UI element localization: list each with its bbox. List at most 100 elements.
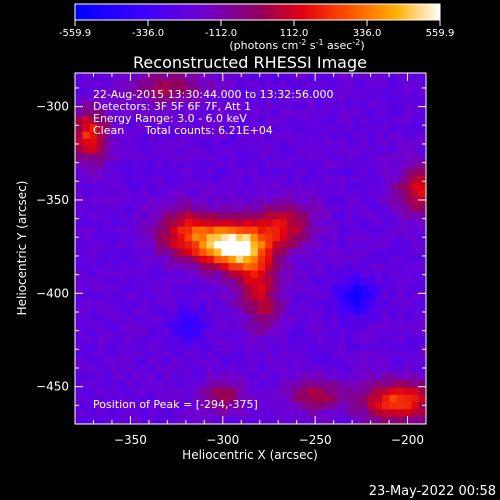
heatmap-cell [330, 124, 339, 133]
heatmap-cell [404, 263, 412, 272]
heatmap-cell [272, 394, 281, 403]
heatmap-cell [345, 372, 354, 381]
heatmap-cell [170, 372, 178, 381]
heatmap-cell [75, 358, 83, 367]
heatmap-cell [367, 241, 376, 250]
heatmap-cell [345, 219, 354, 228]
heatmap-cell [82, 285, 91, 293]
heatmap-cell [192, 336, 200, 345]
heatmap-cell [140, 380, 149, 389]
heatmap-cell [243, 138, 252, 147]
heatmap-cell [243, 182, 252, 191]
heatmap-cell [184, 153, 193, 162]
heatmap-cell [301, 219, 310, 228]
heatmap-cell [265, 394, 274, 403]
heatmap-cell [287, 255, 295, 264]
heatmap-cell [75, 109, 83, 118]
heatmap-cell [345, 336, 354, 345]
heatmap-cell [352, 358, 361, 367]
heatmap-cell [316, 270, 325, 279]
heatmap-cell [199, 153, 208, 162]
heatmap-cell [133, 409, 142, 418]
heatmap-cell [294, 299, 303, 308]
heatmap-cell [330, 394, 339, 403]
heatmap-cell [374, 182, 383, 191]
heatmap-cell [75, 211, 83, 220]
heatmap-cell [265, 182, 274, 191]
heatmap-cell [184, 131, 193, 140]
heatmap-cell [111, 190, 120, 198]
heatmap-cell [367, 314, 376, 323]
heatmap-cell [374, 285, 383, 293]
heatmap-cell [184, 343, 193, 352]
heatmap-cell [287, 175, 295, 184]
heatmap-cell [192, 277, 200, 286]
heatmap-cell [82, 263, 91, 272]
heatmap-cell [250, 263, 259, 272]
heatmap-cell [404, 197, 412, 206]
heatmap-cell [206, 73, 215, 81]
heatmap-cell [323, 146, 332, 155]
heatmap-cell [352, 263, 361, 272]
heatmap-cell [287, 87, 295, 96]
heatmap-cell [177, 372, 186, 381]
heatmap-cell [316, 87, 325, 96]
heatmap-cell [243, 80, 252, 89]
heatmap-cell [133, 285, 142, 293]
heatmap-cell [404, 248, 412, 257]
heatmap-cell [184, 416, 193, 424]
heatmap-cell [367, 226, 376, 235]
heatmap-cell [184, 168, 193, 176]
heatmap-cell [345, 116, 354, 125]
heatmap-cell [309, 336, 317, 345]
heatmap-cell [418, 387, 426, 396]
heatmap-cell [294, 168, 303, 176]
heatmap-cell [75, 204, 83, 213]
heatmap-cell [184, 211, 193, 220]
heatmap-cell [294, 109, 303, 118]
heatmap-cell [111, 109, 120, 118]
heatmap-cell [96, 277, 105, 286]
heatmap-cell [184, 219, 193, 228]
heatmap-cell [206, 204, 215, 213]
heatmap-cell [250, 219, 259, 228]
heatmap-cell [118, 116, 127, 125]
heatmap-cell [411, 204, 420, 213]
heatmap-cell [418, 358, 426, 367]
heatmap-cell [133, 197, 142, 206]
heatmap-cell [382, 233, 391, 242]
heatmap-cell [118, 175, 127, 184]
heatmap-cell [126, 153, 135, 162]
heatmap-cell [82, 365, 91, 374]
heatmap-cell [140, 204, 149, 213]
heatmap-cell [126, 350, 135, 359]
heatmap-cell [374, 394, 383, 403]
heatmap-cell [250, 394, 259, 403]
heatmap-cell [250, 153, 259, 162]
heatmap-cell [411, 211, 420, 220]
heatmap-cell [294, 416, 303, 424]
heatmap-cell [221, 219, 230, 228]
heatmap-cell [140, 138, 149, 147]
heatmap-cell [192, 160, 200, 169]
heatmap-cell [75, 168, 83, 176]
heatmap-cell [411, 314, 420, 323]
heatmap-cell [199, 226, 208, 235]
heatmap-cell [133, 190, 142, 198]
heatmap-cell [345, 248, 354, 257]
heatmap-cell [360, 358, 369, 367]
heatmap-cell [360, 285, 369, 293]
heatmap-cell [374, 416, 383, 424]
heatmap-cell [360, 80, 369, 89]
heatmap-cell [213, 204, 222, 213]
heatmap-cell [309, 277, 317, 286]
heatmap-cell [155, 299, 164, 308]
heatmap-cell [96, 94, 105, 103]
heatmap-cell [235, 328, 244, 337]
heatmap-cell [177, 350, 186, 359]
heatmap-cell [374, 277, 383, 286]
heatmap-cell [294, 321, 303, 330]
heatmap-cell [301, 336, 310, 345]
heatmap-cell [374, 255, 383, 264]
heatmap-cell [162, 219, 171, 228]
